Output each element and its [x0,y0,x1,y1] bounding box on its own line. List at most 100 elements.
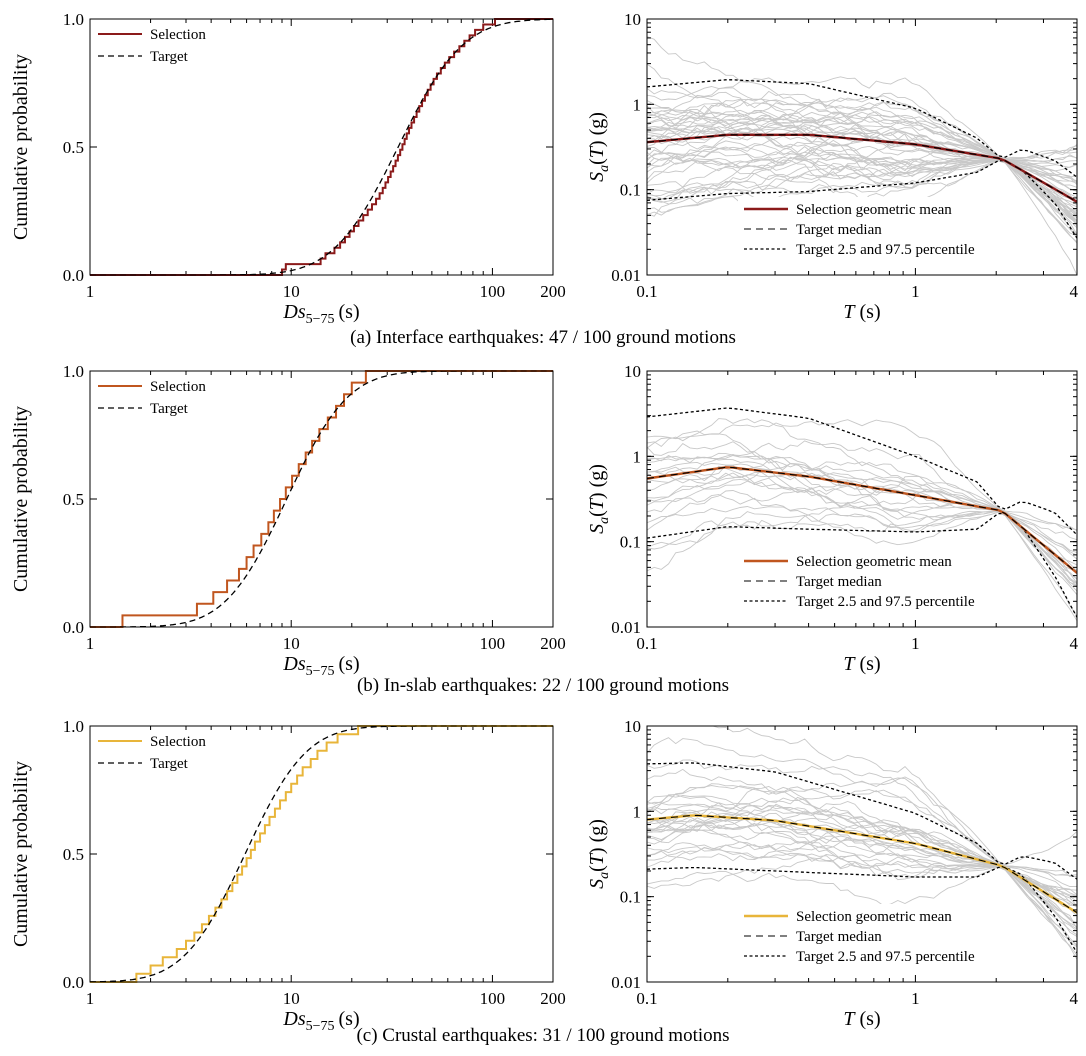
x-axis-label: Ds5−75 (s) [282,301,359,327]
plot-area [647,726,1077,960]
y-axis-label-rest: ) (g) [586,819,608,854]
record-spectrum-line [647,115,1077,165]
cdf-panel-2: 1 10 100 200 0.0 0.5 1.0 Selection Target Cumulat… [10,362,566,679]
x-axis-label-main: Ds [282,301,305,323]
x-tick-label: 200 [540,989,566,1008]
y-tick-label: 1.0 [63,717,84,736]
plot-frame [89,725,554,983]
x-axis-label-main: Ds [282,653,305,675]
x-axis-label: Ds5−75 (s) [282,1008,359,1034]
y-tick-label: 10 [624,10,641,29]
x-axis-label-unit: (s) [339,1008,360,1030]
selection-step-line [90,370,553,628]
y-axis-label-rest: ) (g) [586,112,608,147]
x-axis-label: T (s) [843,1008,880,1030]
y-tick-label: 0.5 [63,138,84,157]
x-tick-label: 200 [540,634,566,653]
plot-frame [646,370,1078,628]
y-axis-label: Sa(T) (g) [586,819,612,889]
record-spectrum-line [647,836,1077,902]
x-axis-label-unit: (s) [855,653,881,675]
y-tick-label: 1.0 [63,10,84,29]
y-axis-label-sub: a [597,165,612,172]
y-axis-label-sub: a [597,517,612,524]
upper-percentile-line [647,407,1077,536]
legend-geomean-label: Selection geometric mean [796,909,952,925]
x-tick-label: 0.1 [636,989,657,1008]
target-median-line [647,134,1077,203]
x-tick-label: 200 [540,282,566,301]
x-tick-label: 1 [911,282,920,301]
y-tick-label: 0.1 [620,181,641,200]
target-median-line [647,814,1077,914]
x-tick-label: 100 [480,989,506,1008]
legend-target-label: Target [150,49,189,65]
x-axis-label: Ds5−75 (s) [282,653,359,679]
y-tick-label: 0.5 [63,490,84,509]
y-axis-label: Sa(T) (g) [586,464,612,534]
legend-median-label: Target median [796,929,882,945]
caption-a: (a) Interface earthquakes: 47 / 100 grou… [350,327,736,348]
x-axis-label-sub: 5−75 [306,1019,335,1034]
cdf-panel-0: 1 10 100 200 0.0 0.5 1.0 Selection Target Cumulat… [10,10,566,327]
x-axis-label-sub: 5−75 [306,664,335,679]
lower-percentile-line [647,160,1077,239]
y-tick-label: 1 [633,802,642,821]
x-axis-label-unit: (s) [339,653,360,675]
record-spectrum-line [647,465,1077,622]
legend-percentile-label: Target 2.5 and 97.5 percentile [796,594,975,610]
legend-median-label: Target median [796,222,882,238]
record-spectrum-line [647,785,1077,878]
x-axis-label-main: Ds [282,1008,305,1030]
legend-geomean-label: Selection geometric mean [796,554,952,570]
x-tick-label: 4 [1070,282,1079,301]
x-tick-label: 100 [480,282,506,301]
y-axis-label: Cumulative probability [10,406,32,592]
record-spectrum-line [647,454,1077,566]
target-cdf-line [90,18,553,276]
x-tick-label: 1 [86,282,95,301]
target-median-line [647,466,1077,574]
x-axis-label-t: T [843,301,856,323]
y-axis-label-sub: a [597,872,612,879]
plot-frame [646,725,1078,983]
y-axis-label-paren: ( [586,510,608,517]
record-spectrum-line [647,816,1077,914]
y-axis-label-paren: ( [586,158,608,165]
x-axis-label-unit: (s) [855,301,881,323]
y-axis-label-t: T [586,497,608,510]
plot-area [647,36,1077,275]
y-axis-label-t: T [586,852,608,865]
plot-area [647,407,1077,622]
x-axis-label-sub: 5−75 [306,312,335,327]
selection-step-line [90,725,553,983]
legend-target-label: Target [150,756,189,772]
y-tick-label: 0.0 [63,266,84,285]
plot-frame [89,370,554,628]
x-tick-label: 1 [86,634,95,653]
panels: 1 10 100 200 0.0 0.5 1.0 Selection Target Cumulat… [10,10,1079,1034]
y-tick-label: 1 [633,447,642,466]
x-axis-label: T (s) [843,301,880,323]
x-axis-label: T (s) [843,653,880,675]
x-tick-label: 1 [911,989,920,1008]
record-spectrum-line [647,76,1077,159]
x-axis-label-t: T [843,1008,856,1030]
caption-c: (c) Crustal earthquakes: 31 / 100 ground… [356,1025,729,1046]
y-tick-label: 0.01 [611,973,641,992]
y-tick-label: 1 [633,95,642,114]
x-tick-label: 4 [1070,634,1079,653]
cdf-panel-4: 1 10 100 200 0.0 0.5 1.0 Selection Target Cumulat… [10,717,566,1034]
legend-percentile-label: Target 2.5 and 97.5 percentile [796,949,975,965]
legend-geomean-label: Selection geometric mean [796,202,952,218]
x-tick-label: 4 [1070,989,1079,1008]
legend-target-label: Target [150,401,189,417]
record-spectrum-line [647,95,1077,160]
record-spectrum-line [647,88,1077,198]
y-tick-label: 10 [624,362,641,381]
record-spectrum-line [647,783,1077,907]
x-tick-label: 0.1 [636,282,657,301]
